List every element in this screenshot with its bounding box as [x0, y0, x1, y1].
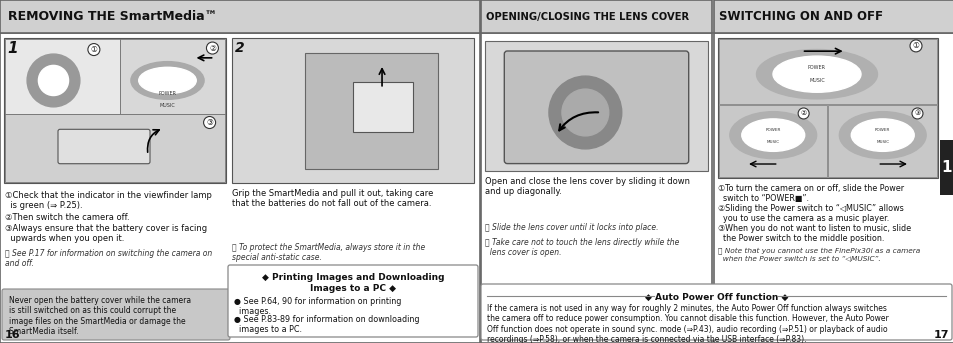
Text: MUSIC: MUSIC	[766, 140, 779, 144]
Ellipse shape	[756, 49, 877, 99]
Text: ⓘ Slide the lens cover until it locks into place.: ⓘ Slide the lens cover until it locks in…	[484, 223, 658, 232]
Text: 1: 1	[941, 159, 951, 175]
Ellipse shape	[850, 119, 913, 151]
Circle shape	[88, 44, 100, 56]
Bar	[0, 33, 479, 343]
Bar	[484, 41, 707, 171]
Circle shape	[911, 108, 922, 119]
FancyBboxPatch shape	[58, 129, 150, 164]
Ellipse shape	[729, 112, 816, 158]
FancyBboxPatch shape	[228, 265, 477, 337]
Text: If the camera is not used in any way for roughly 2 minutes, the Auto Power Off f: If the camera is not used in any way for…	[486, 304, 888, 343]
Bar	[719, 39, 936, 104]
Text: REMOVING THE SmartMedia™: REMOVING THE SmartMedia™	[8, 11, 217, 24]
Bar	[718, 38, 937, 178]
Text: Images to a PC ◆: Images to a PC ◆	[310, 284, 395, 293]
Circle shape	[206, 42, 218, 54]
Bar	[232, 38, 474, 183]
Text: POWER: POWER	[807, 65, 825, 70]
Ellipse shape	[741, 119, 804, 151]
Text: ②Then switch the camera off.: ②Then switch the camera off.	[5, 213, 130, 222]
Text: ①To turn the camera on or off, slide the Power
  switch to “POWER■”.: ①To turn the camera on or off, slide the…	[718, 184, 903, 203]
Bar	[713, 0, 953, 33]
Text: ⓘ Note that you cannot use the FinePix30i as a camera
  when the Power switch is: ⓘ Note that you cannot use the FinePix30…	[718, 247, 920, 261]
Bar	[719, 105, 826, 177]
Ellipse shape	[131, 62, 204, 99]
Circle shape	[561, 89, 608, 136]
Text: Grip the SmartMedia and pull it out, taking care
that the batteries do not fall : Grip the SmartMedia and pull it out, tak…	[232, 189, 433, 209]
Text: ⓘ To protect the SmartMedia, always store it in the
special anti-static case.: ⓘ To protect the SmartMedia, always stor…	[232, 243, 425, 262]
Text: 1: 1	[7, 41, 17, 56]
Text: ● See P.64, 90 for information on printing
  images.: ● See P.64, 90 for information on printi…	[233, 297, 401, 316]
Text: POWER: POWER	[764, 128, 781, 132]
Text: 17: 17	[933, 330, 948, 340]
Text: Never open the battery cover while the camera
is still switched on as this could: Never open the battery cover while the c…	[9, 296, 191, 336]
Bar	[0, 0, 479, 33]
Text: ①: ①	[91, 45, 97, 54]
Text: MUSIC: MUSIC	[808, 78, 824, 83]
Text: Open and close the lens cover by sliding it down
and up diagonally.: Open and close the lens cover by sliding…	[484, 177, 689, 197]
Text: POWER: POWER	[874, 128, 889, 132]
Bar	[4, 38, 226, 183]
Ellipse shape	[839, 112, 925, 158]
Text: ◆ Auto Power Off function ◆: ◆ Auto Power Off function ◆	[644, 293, 787, 302]
Bar	[304, 52, 437, 168]
FancyBboxPatch shape	[504, 51, 688, 164]
Text: ◆ Printing Images and Downloading: ◆ Printing Images and Downloading	[261, 273, 444, 282]
Text: SWITCHING ON AND OFF: SWITCHING ON AND OFF	[719, 11, 882, 24]
Bar	[827, 105, 936, 177]
Text: MUSIC: MUSIC	[159, 103, 175, 108]
Bar	[713, 33, 953, 343]
Text: ①: ①	[912, 42, 919, 50]
Bar	[5, 39, 120, 115]
Bar	[5, 115, 225, 182]
Bar	[480, 33, 711, 343]
Text: ①Check that the indicator in the viewfinder lamp
  is green (⇒ P.25).: ①Check that the indicator in the viewfin…	[5, 191, 212, 210]
Text: ⓘ Take care not to touch the lens directly while the
  lens cover is open.: ⓘ Take care not to touch the lens direct…	[484, 238, 679, 257]
Bar	[480, 0, 711, 33]
Text: ● See P.83-89 for information on downloading
  images to a PC.: ● See P.83-89 for information on downloa…	[233, 315, 419, 334]
Circle shape	[909, 40, 921, 52]
FancyBboxPatch shape	[480, 284, 951, 340]
Text: 16: 16	[5, 330, 21, 340]
Circle shape	[27, 54, 80, 107]
Circle shape	[203, 117, 215, 129]
Ellipse shape	[138, 67, 196, 94]
Text: ②: ②	[800, 110, 806, 117]
Text: MUSIC: MUSIC	[875, 140, 888, 144]
Bar	[353, 82, 413, 132]
Text: ③: ③	[913, 110, 920, 117]
FancyBboxPatch shape	[2, 289, 230, 340]
Text: ③When you do not want to listen to music, slide
  the Power switch to the middle: ③When you do not want to listen to music…	[718, 224, 910, 244]
Text: ③: ③	[206, 118, 213, 127]
Bar	[120, 39, 225, 115]
Circle shape	[548, 76, 621, 149]
Circle shape	[798, 108, 808, 119]
Text: ②: ②	[209, 44, 215, 52]
Text: 2: 2	[234, 41, 244, 55]
Text: ②Sliding the Power switch to “◁MUSIC” allows
  you to use the camera as a music : ②Sliding the Power switch to “◁MUSIC” al…	[718, 204, 902, 223]
Text: ⓘ See P.17 for information on switching the camera on
and off.: ⓘ See P.17 for information on switching …	[5, 249, 212, 269]
Circle shape	[38, 66, 69, 96]
Text: ③Always ensure that the battery cover is facing
  upwards when you open it.: ③Always ensure that the battery cover is…	[5, 224, 207, 244]
Text: OPENING/CLOSING THE LENS COVER: OPENING/CLOSING THE LENS COVER	[485, 12, 688, 22]
Text: POWER: POWER	[158, 91, 176, 96]
Ellipse shape	[772, 56, 861, 92]
Bar	[939, 140, 953, 195]
